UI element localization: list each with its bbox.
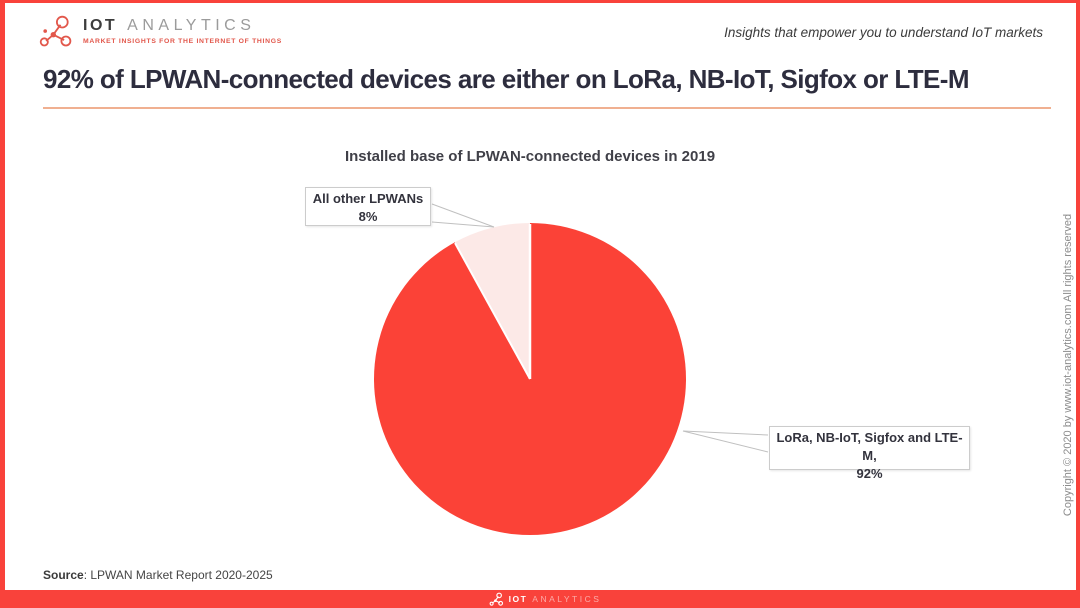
callout-other-label: All other LPWANs xyxy=(312,191,424,206)
copyright-vertical-text: Copyright © 2020 by www.iot-analytics.co… xyxy=(1062,213,1074,517)
page-title: 92% of LPWAN-connected devices are eithe… xyxy=(43,64,970,94)
source-text: : LPWAN Market Report 2020-2025 xyxy=(83,568,273,582)
callout-other-pct: 8% xyxy=(358,209,378,224)
logo-brand-bold: IOT xyxy=(83,17,118,34)
footer-bar: IOT ANALYTICS xyxy=(5,590,1076,608)
callout-main-pct: 92% xyxy=(856,466,883,481)
footer-molecule-icon xyxy=(489,592,503,606)
pie-chart xyxy=(374,223,686,535)
logo-brand-light: ANALYTICS xyxy=(127,17,256,34)
footer-brand-bold: IOT xyxy=(508,594,528,604)
iot-analytics-logo: IOT ANALYTICS MARKET INSIGHTS FOR THE IN… xyxy=(38,14,282,50)
callout-main-segment: LoRa, NB-IoT, Sigfox and LTE-M, 92% xyxy=(769,426,970,481)
callout-other-lpwans: All other LPWANs 8% xyxy=(305,187,431,226)
source-label: Source xyxy=(43,568,84,582)
header-slogan: Insights that empower you to understand … xyxy=(724,25,1043,40)
chart-title: Installed base of LPWAN-connected device… xyxy=(344,148,716,165)
logo-tagline: MARKET INSIGHTS FOR THE INTERNET OF THIN… xyxy=(83,38,282,45)
source-note: Source: LPWAN Market Report 2020-2025 xyxy=(43,568,273,582)
title-divider xyxy=(43,107,1051,109)
molecule-icon xyxy=(39,15,72,47)
callout-main-label: LoRa, NB-IoT, Sigfox and LTE-M, xyxy=(776,430,963,463)
footer-brand-light: ANALYTICS xyxy=(532,594,602,604)
